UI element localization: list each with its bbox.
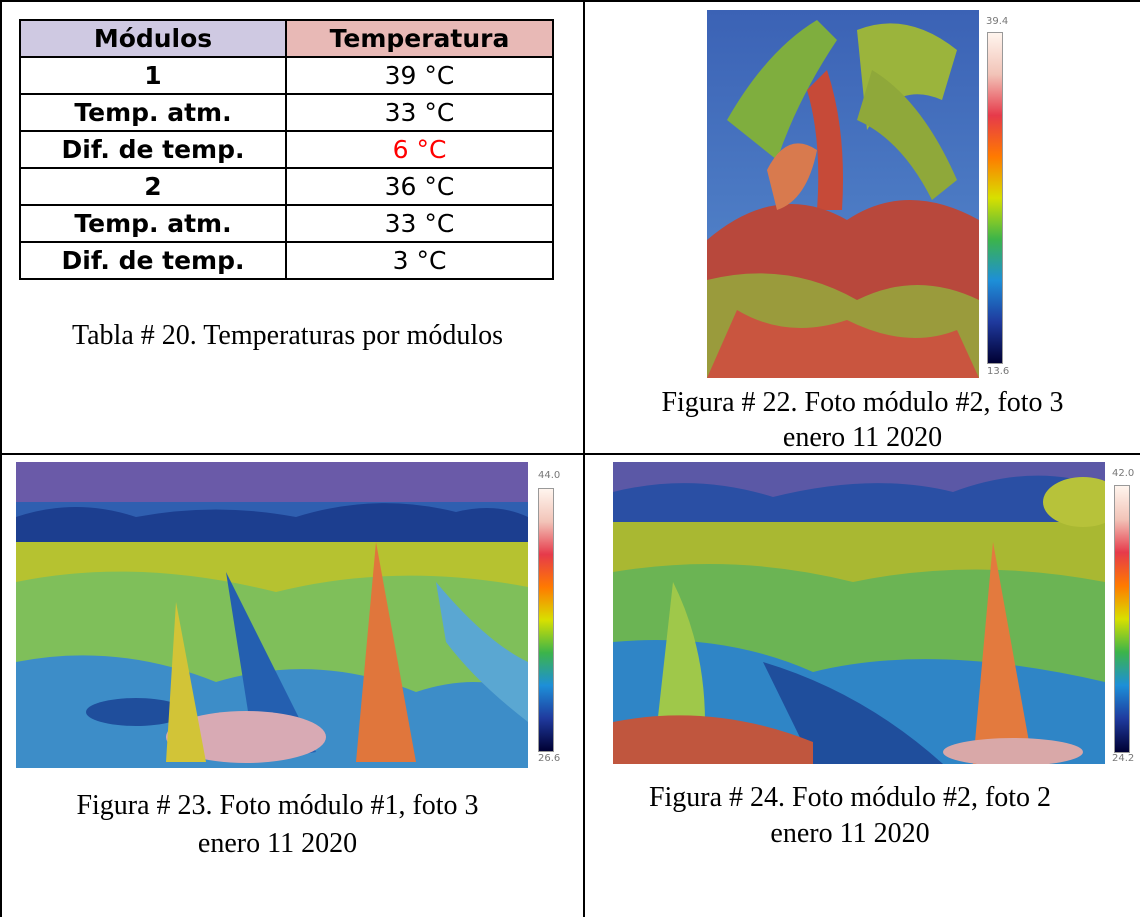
row-value: 36 °C	[285, 167, 554, 206]
figure-23-thermal-image	[16, 462, 528, 768]
header-modulos: Módulos	[19, 19, 287, 58]
row-value-highlighted: 6 °C	[285, 130, 554, 169]
temperature-table: Módulos Temperatura 1 39 °C Temp. atm. 3…	[19, 19, 554, 280]
row-label: 1	[19, 56, 287, 95]
figure-23-caption-line1: Figura # 23. Foto módulo #1, foto 3	[76, 790, 479, 821]
figure-22-scale-min: 13.6	[987, 366, 1010, 377]
table-row: Dif. de temp. 6 °C	[19, 130, 554, 169]
figure-22-color-scale	[987, 32, 1003, 364]
figure-23-scale-max: 44.0	[538, 470, 561, 481]
thermal-image-icon	[613, 462, 1105, 764]
table-row: Temp. atm. 33 °C	[19, 204, 554, 243]
figure-24-caption-line1: Figura # 24. Foto módulo #2, foto 2	[648, 782, 1052, 813]
figure-24-scale-min: 24.2	[1112, 753, 1135, 764]
figure-22-caption-line1: Figura # 22. Foto módulo #2, foto 3	[661, 387, 1064, 418]
table-row: Dif. de temp. 3 °C	[19, 241, 554, 280]
figure-22-scale-max: 39.4	[986, 16, 1009, 27]
grid-middle-divider	[0, 453, 1140, 455]
row-value: 33 °C	[285, 204, 554, 243]
figure-23-scale-min: 26.6	[538, 753, 561, 764]
table-caption: Tabla # 20. Temperaturas por módulos	[71, 320, 504, 351]
row-value: 3 °C	[285, 241, 554, 280]
table-row: 2 36 °C	[19, 167, 554, 206]
grid-left-border	[0, 0, 2, 917]
thermal-image-icon	[16, 462, 528, 768]
figure-24-caption-line2: enero 11 2020	[770, 818, 930, 849]
row-label: Temp. atm.	[19, 204, 287, 243]
row-label: 2	[19, 167, 287, 206]
grid-center-divider	[583, 0, 585, 917]
table-row: 1 39 °C	[19, 56, 554, 95]
thermal-image-icon	[707, 10, 979, 378]
header-temperatura: Temperatura	[285, 19, 554, 58]
figure-24-color-scale	[1114, 485, 1130, 753]
figure-23-caption-line2: enero 11 2020	[197, 828, 358, 859]
row-value: 39 °C	[285, 56, 554, 95]
row-label: Dif. de temp.	[19, 241, 287, 280]
figure-22-caption-line2: enero 11 2020	[782, 422, 943, 453]
row-label: Temp. atm.	[19, 93, 287, 132]
grid-top-border	[0, 0, 1140, 2]
figure-24-scale-max: 42.0	[1112, 468, 1135, 479]
row-label: Dif. de temp.	[19, 130, 287, 169]
figure-22-thermal-image	[707, 10, 979, 378]
row-value: 33 °C	[285, 93, 554, 132]
table-row: Temp. atm. 33 °C	[19, 93, 554, 132]
figure-23-color-scale	[538, 488, 554, 752]
figure-24-thermal-image	[613, 462, 1105, 764]
table-header-row: Módulos Temperatura	[19, 19, 554, 58]
